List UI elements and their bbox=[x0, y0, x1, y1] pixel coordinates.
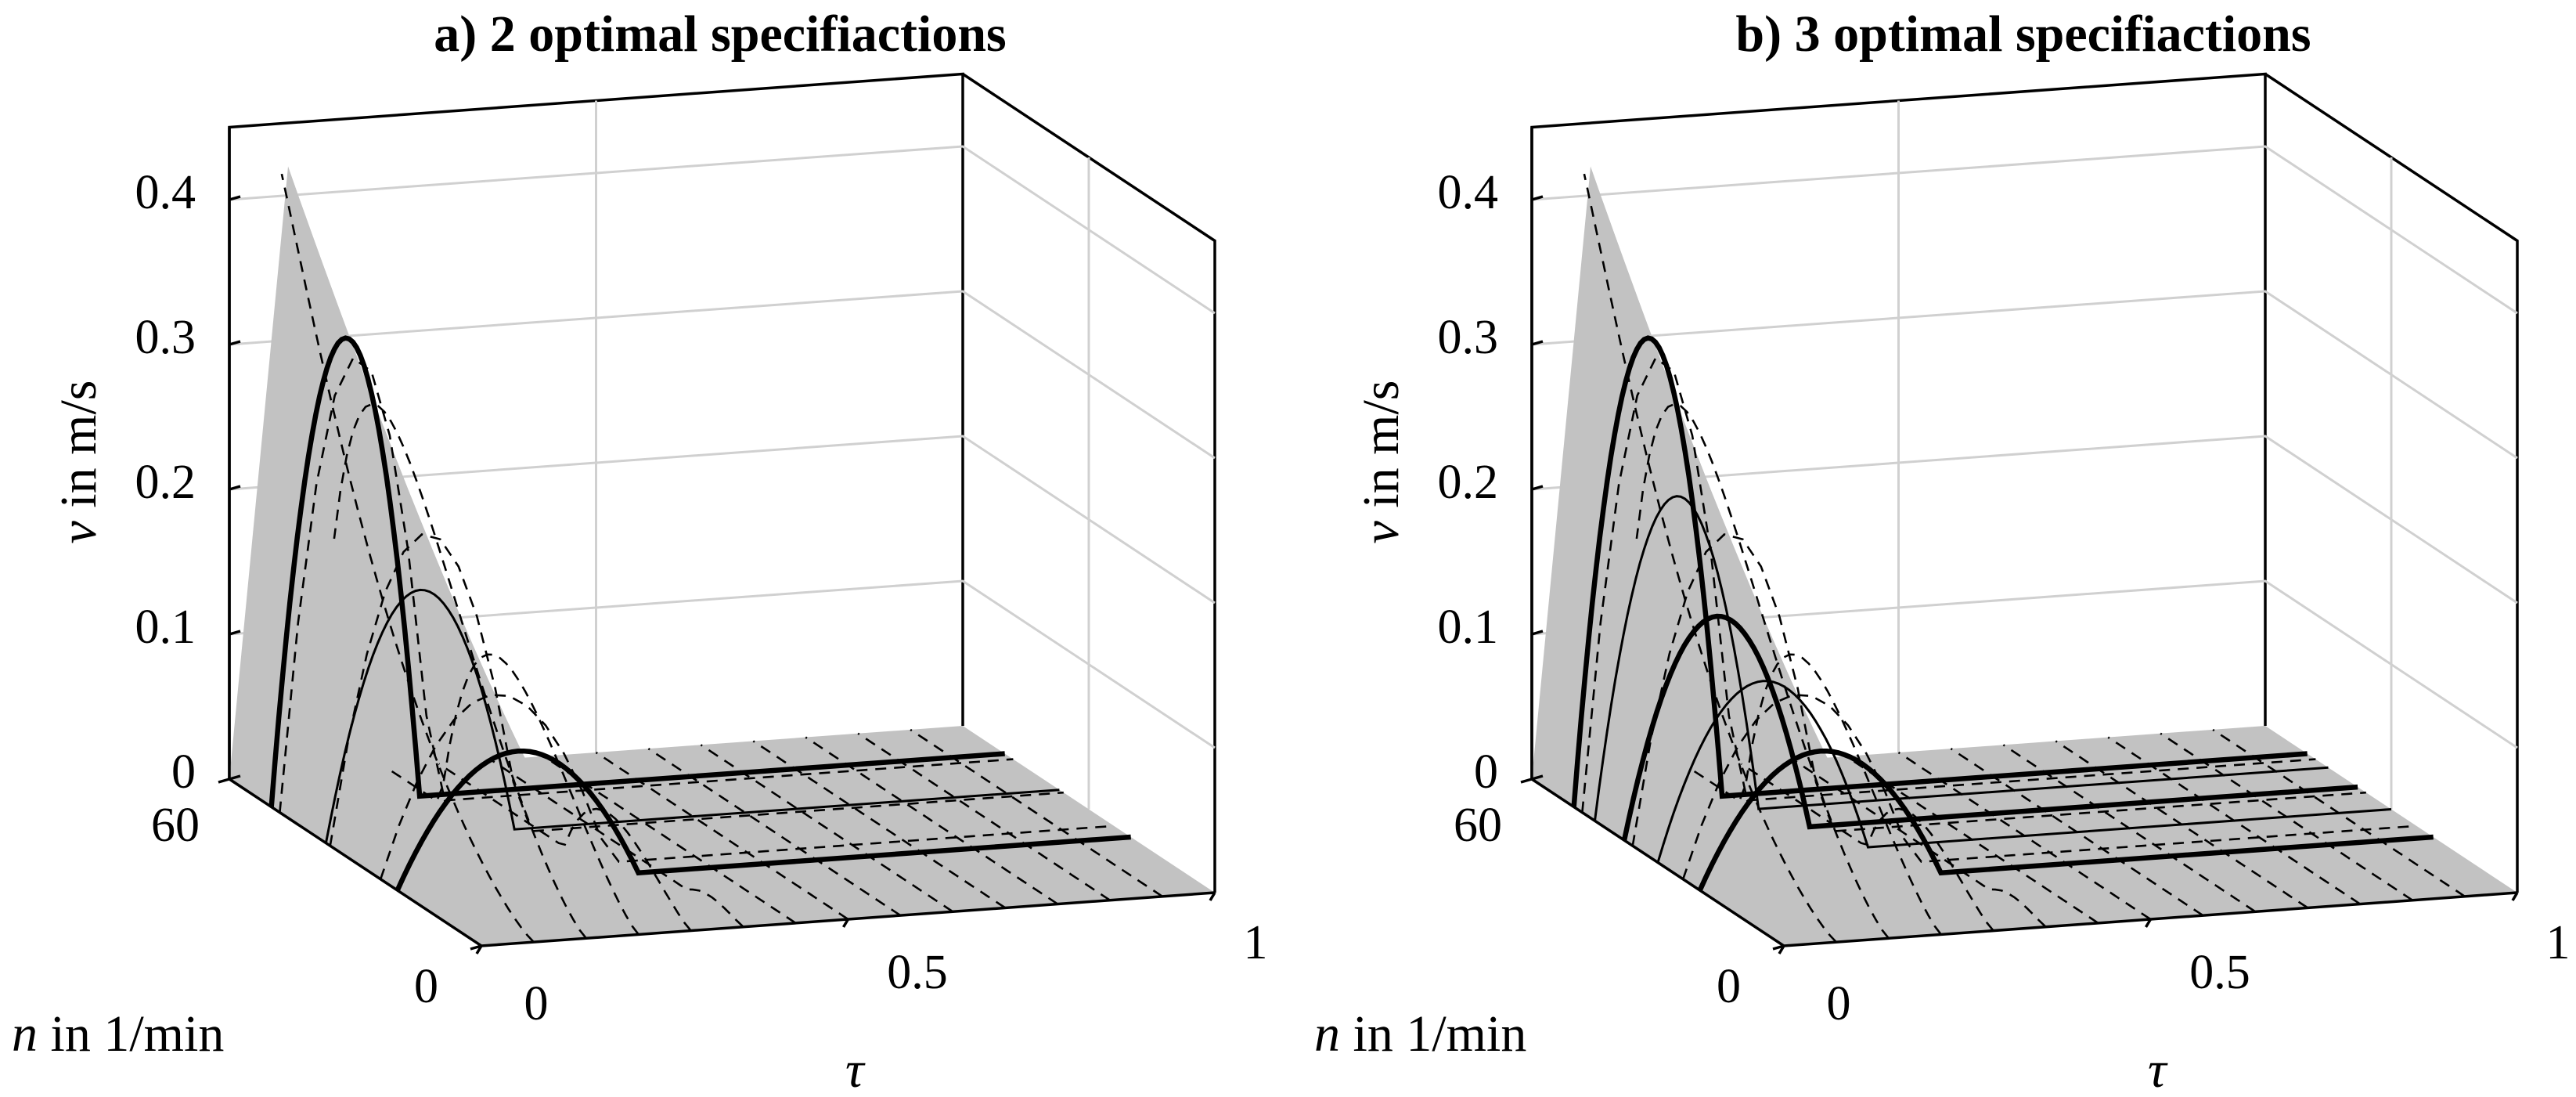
panel-b-n-axis-label: n in 1/min bbox=[1314, 1005, 1526, 1063]
n-tick bbox=[218, 778, 230, 784]
tau-tick-label: 0 bbox=[1827, 977, 1851, 1030]
z-tick-label: 0 bbox=[1474, 745, 1498, 799]
panel-b-tau-tick-labels: 0 0.5 1 bbox=[1827, 916, 2571, 1030]
n-tick-label: 60 bbox=[151, 799, 200, 852]
panel-a-tau-tick-labels: 0 0.5 1 bbox=[524, 916, 1268, 1030]
tau-tick-label: 0 bbox=[524, 977, 549, 1030]
panel-a-title: a) 2 optimal specifiactions bbox=[434, 5, 1006, 63]
surface-ridge-front bbox=[1591, 166, 2087, 936]
panel-b-title: b) 3 optimal specifiactions bbox=[1735, 5, 2311, 63]
z-tick bbox=[1531, 195, 1544, 201]
z-tick bbox=[1531, 774, 1544, 781]
z-grid-line bbox=[1531, 579, 2518, 749]
surface-dashed-line bbox=[1581, 356, 2316, 813]
tau-tick bbox=[2144, 918, 2153, 928]
panel-a: a) 2 optimal specifiactions 0 0.1 0.2 0.… bbox=[12, 5, 1268, 1097]
z-grid-line bbox=[229, 579, 1216, 749]
panel-a-tau-axis-label: τ bbox=[845, 1041, 866, 1097]
panel-a-n-tick-labels: 60 0 bbox=[151, 799, 438, 1013]
z-tick-label: 0.4 bbox=[135, 166, 196, 219]
panel-b: b) 3 optimal specifiactions 0 0.1 0.2 0.… bbox=[1314, 5, 2571, 1097]
n-tick-label: 0 bbox=[414, 960, 438, 1013]
z-tick-label: 0.3 bbox=[135, 311, 196, 364]
tau-tick-label: 0.5 bbox=[887, 946, 948, 999]
panel-a-n-axis-label: n in 1/min bbox=[12, 1005, 224, 1063]
panel-b-n-tick-labels: 60 0 bbox=[1454, 799, 1741, 1013]
tau-tick-label: 0.5 bbox=[2189, 946, 2250, 999]
z-grid-line bbox=[1531, 435, 2518, 604]
z-tick-label: 0 bbox=[171, 745, 196, 799]
surface-dashed-line bbox=[1635, 402, 1890, 940]
z-tick-label: 0.2 bbox=[135, 456, 196, 509]
z-tick bbox=[229, 774, 241, 781]
z-grid-line bbox=[229, 145, 1216, 315]
z-tick bbox=[229, 630, 241, 636]
z-grid-line bbox=[1531, 290, 2518, 460]
surface-dashed-line bbox=[333, 402, 587, 940]
panel-b-z-tick-labels: 0 0.1 0.2 0.3 0.4 bbox=[1438, 166, 1499, 799]
surface-ridge-front bbox=[288, 166, 784, 936]
z-tick-label: 0.1 bbox=[1438, 601, 1499, 654]
specification-curve bbox=[1571, 335, 2308, 807]
z-tick-label: 0.4 bbox=[1438, 166, 1499, 219]
right-wall-edge bbox=[2264, 73, 2519, 893]
z-grid-line bbox=[229, 435, 1216, 604]
n-tick-label: 60 bbox=[1454, 799, 1502, 852]
tau-tick bbox=[841, 918, 850, 928]
z-tick bbox=[229, 340, 241, 346]
z-tick-label: 0.3 bbox=[1438, 311, 1499, 364]
z-tick bbox=[229, 195, 241, 201]
tau-tick-label: 1 bbox=[2546, 916, 2571, 969]
specification-curve bbox=[395, 748, 1131, 892]
surface-dashed-line bbox=[379, 694, 1115, 880]
specification-curve bbox=[268, 335, 1005, 807]
n-tick bbox=[470, 944, 482, 951]
surface-dashed-line bbox=[279, 356, 1014, 813]
panel-a-z-tick-labels: 0 0.1 0.2 0.3 0.4 bbox=[135, 166, 196, 799]
n-tick bbox=[1520, 778, 1533, 784]
tau-tick bbox=[2511, 892, 2519, 901]
specification-curve bbox=[324, 588, 1060, 843]
right-wall-edge bbox=[962, 73, 1216, 893]
z-tick bbox=[1531, 485, 1544, 491]
tau-tick bbox=[1209, 892, 1216, 901]
n-tick-label: 0 bbox=[1717, 960, 1741, 1013]
panel-a-v-axis-label: v in m/s bbox=[50, 381, 107, 544]
surface-dashed-line bbox=[1681, 694, 2417, 880]
n-tick bbox=[1772, 944, 1785, 951]
z-grid-line bbox=[229, 290, 1216, 460]
panel-b-v-axis-label: v in m/s bbox=[1353, 381, 1410, 544]
z-tick bbox=[229, 485, 241, 491]
z-tick bbox=[1531, 340, 1544, 346]
specification-curve bbox=[1621, 613, 2358, 841]
tau-tick-label: 1 bbox=[1244, 916, 1268, 969]
specification-curve bbox=[1656, 680, 2392, 863]
z-tick bbox=[1531, 630, 1544, 636]
z-grid-line bbox=[1531, 145, 2518, 315]
z-tick-label: 0.2 bbox=[1438, 456, 1499, 509]
z-tick-label: 0.1 bbox=[135, 601, 196, 654]
specification-curve bbox=[1594, 495, 2329, 821]
specification-curve bbox=[1697, 748, 2434, 892]
panel-b-tau-axis-label: τ bbox=[2148, 1041, 2168, 1097]
